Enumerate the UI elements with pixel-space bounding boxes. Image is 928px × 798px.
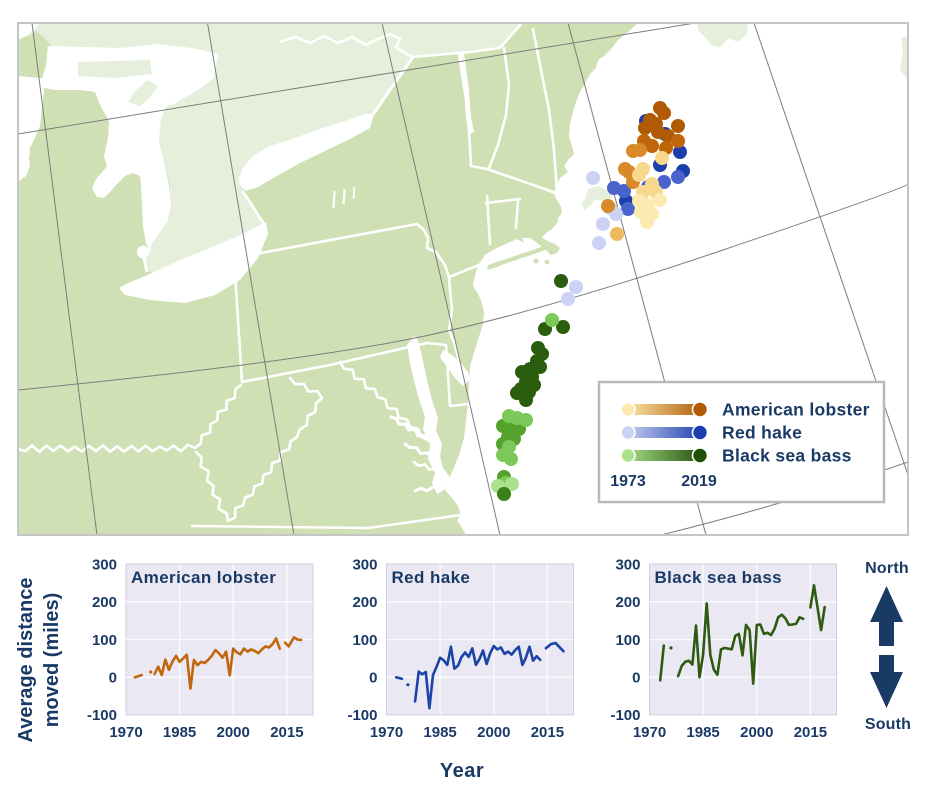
svg-text:Average distance: Average distance bbox=[15, 578, 37, 743]
svg-text:100: 100 bbox=[615, 632, 640, 649]
svg-text:1985: 1985 bbox=[423, 724, 456, 741]
svg-text:1970: 1970 bbox=[633, 724, 666, 741]
svg-text:Black sea bass: Black sea bass bbox=[655, 568, 783, 587]
svg-text:South: South bbox=[865, 716, 911, 733]
svg-text:Red hake: Red hake bbox=[722, 422, 802, 442]
svg-text:-100: -100 bbox=[87, 707, 117, 724]
svg-text:200: 200 bbox=[615, 594, 640, 611]
svg-text:1973: 1973 bbox=[610, 473, 646, 490]
svg-text:Year: Year bbox=[440, 760, 484, 782]
svg-text:2000: 2000 bbox=[217, 724, 250, 741]
svg-text:1985: 1985 bbox=[686, 724, 719, 741]
svg-text:200: 200 bbox=[352, 594, 377, 611]
svg-text:1985: 1985 bbox=[163, 724, 196, 741]
svg-text:Red hake: Red hake bbox=[392, 568, 471, 587]
svg-text:-100: -100 bbox=[347, 707, 377, 724]
svg-text:100: 100 bbox=[352, 632, 377, 649]
svg-text:300: 300 bbox=[92, 556, 117, 573]
svg-text:moved (miles): moved (miles) bbox=[41, 593, 63, 727]
svg-text:American lobster: American lobster bbox=[131, 568, 276, 587]
svg-text:-100: -100 bbox=[610, 707, 640, 724]
svg-text:Black sea bass: Black sea bass bbox=[722, 445, 852, 465]
svg-text:0: 0 bbox=[632, 670, 640, 687]
svg-text:2000: 2000 bbox=[477, 724, 510, 741]
svg-text:2015: 2015 bbox=[531, 724, 564, 741]
svg-text:300: 300 bbox=[615, 556, 640, 573]
svg-text:1970: 1970 bbox=[109, 724, 142, 741]
svg-text:1970: 1970 bbox=[370, 724, 403, 741]
svg-text:200: 200 bbox=[92, 594, 117, 611]
svg-text:100: 100 bbox=[92, 632, 117, 649]
svg-text:North: North bbox=[865, 560, 909, 577]
svg-text:300: 300 bbox=[352, 556, 377, 573]
svg-text:American lobster: American lobster bbox=[722, 399, 870, 419]
svg-text:0: 0 bbox=[369, 670, 377, 687]
svg-text:2019: 2019 bbox=[681, 473, 717, 490]
svg-text:0: 0 bbox=[109, 670, 117, 687]
svg-text:2015: 2015 bbox=[794, 724, 827, 741]
svg-text:2015: 2015 bbox=[270, 724, 303, 741]
svg-text:2000: 2000 bbox=[740, 724, 773, 741]
